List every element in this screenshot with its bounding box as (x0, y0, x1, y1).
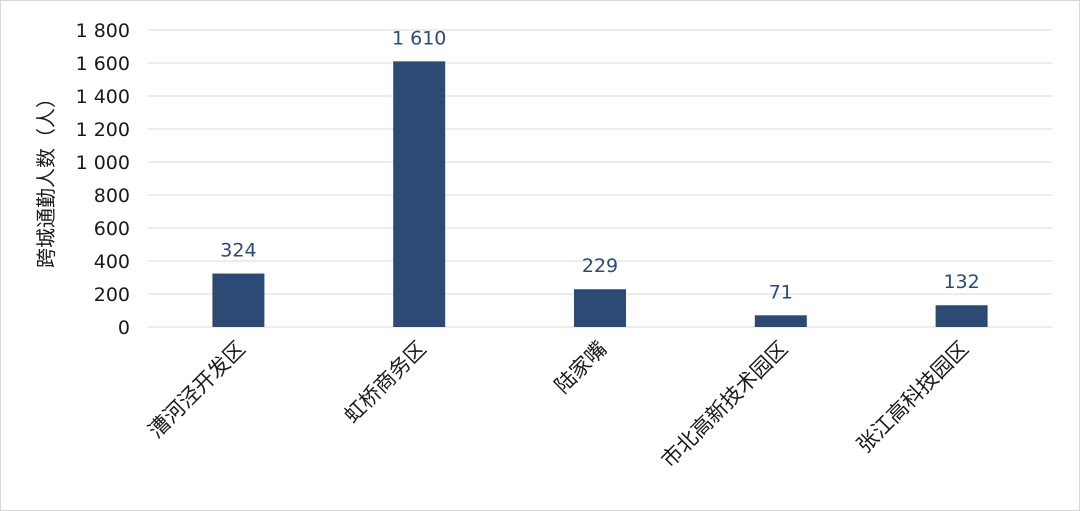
x-axis-categories: 漕河泾开发区 虹桥商务区 陆家嘴 市北高新技术园区 张江高科技园区 (144, 337, 973, 473)
bar (754, 315, 807, 327)
bar (574, 289, 626, 327)
y-tick-label: 200 (94, 284, 130, 306)
data-label: 132 (943, 271, 979, 293)
y-axis-ticks: 0 200 400 600 800 1 000 1 200 1 400 1 600 1 800 (76, 20, 130, 339)
x-category-label: 市北高新技术园区 (657, 337, 793, 473)
data-label: 1 610 (392, 27, 446, 49)
data-label: 324 (220, 240, 256, 262)
y-tick-label: 800 (94, 185, 130, 207)
x-category-label: 陆家嘴 (550, 337, 612, 399)
y-tick-label: 600 (94, 218, 130, 240)
y-tick-label: 1 800 (76, 20, 130, 42)
bar (212, 273, 265, 327)
y-tick-label: 1 400 (76, 86, 130, 108)
y-axis-label: 跨城通勤人数（人） (34, 88, 58, 268)
bars (212, 61, 988, 327)
x-category-label: 张江高科技园区 (852, 337, 973, 458)
y-tick-label: 1 000 (76, 152, 130, 174)
x-category-label: 虹桥商务区 (340, 337, 431, 428)
bar (935, 305, 988, 327)
y-tick-label: 1 600 (76, 53, 130, 75)
x-category-label: 漕河泾开发区 (144, 337, 250, 443)
data-label: 229 (582, 255, 618, 277)
data-labels: 324 1 610 229 71 132 (220, 27, 979, 303)
y-tick-label: 1 200 (76, 119, 130, 141)
data-label: 71 (769, 281, 793, 303)
y-tick-label: 0 (118, 317, 130, 339)
y-tick-label: 400 (94, 251, 130, 273)
bar (393, 61, 446, 327)
gridlines (148, 29, 1052, 328)
